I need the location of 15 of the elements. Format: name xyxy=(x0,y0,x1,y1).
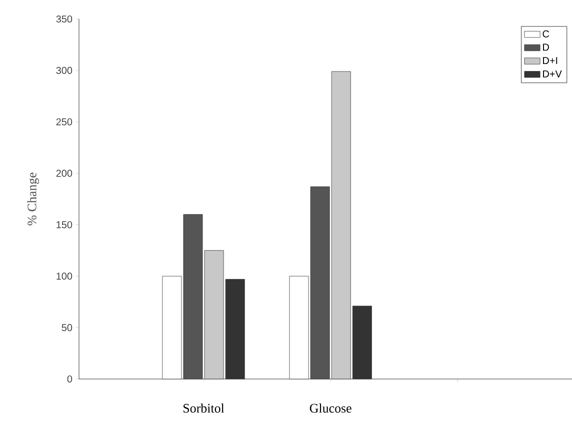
y-tick-label: 50 xyxy=(62,324,72,332)
x-tick-label: Sorbitol xyxy=(184,404,224,413)
y-tick-label: 150 xyxy=(56,221,72,228)
y-tick-label: 350 xyxy=(56,15,72,23)
y-tick-label: 250 xyxy=(56,118,72,126)
y-tick-label: 0 xyxy=(67,375,72,383)
legend-label: C xyxy=(542,30,550,38)
legend-label: D+V xyxy=(543,70,562,78)
y-tick-label: 100 xyxy=(56,272,72,280)
legend-label: D xyxy=(543,44,549,51)
y-axis-title: % Change xyxy=(27,172,40,226)
x-tick-label: Glucose xyxy=(310,404,352,413)
legend-label: D+I xyxy=(543,57,558,64)
y-tick-label: 200 xyxy=(56,170,72,177)
y-tick-label: 300 xyxy=(56,66,72,74)
